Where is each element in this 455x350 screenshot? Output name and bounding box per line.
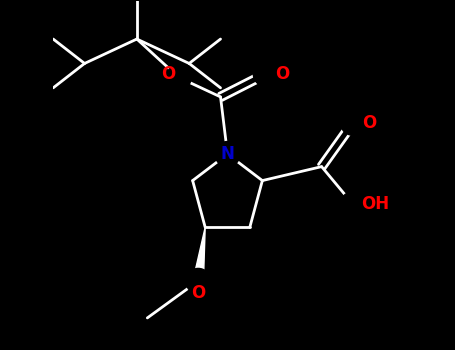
Text: N: N	[221, 145, 234, 163]
Circle shape	[253, 61, 278, 86]
Text: O: O	[191, 285, 205, 302]
Text: OH: OH	[361, 195, 389, 213]
Circle shape	[340, 192, 365, 217]
Circle shape	[186, 268, 211, 294]
Circle shape	[215, 141, 240, 167]
Text: O: O	[275, 65, 289, 83]
Text: O: O	[161, 65, 175, 83]
Polygon shape	[193, 227, 205, 282]
Circle shape	[166, 65, 191, 90]
Circle shape	[340, 110, 365, 135]
Text: O: O	[362, 114, 376, 132]
